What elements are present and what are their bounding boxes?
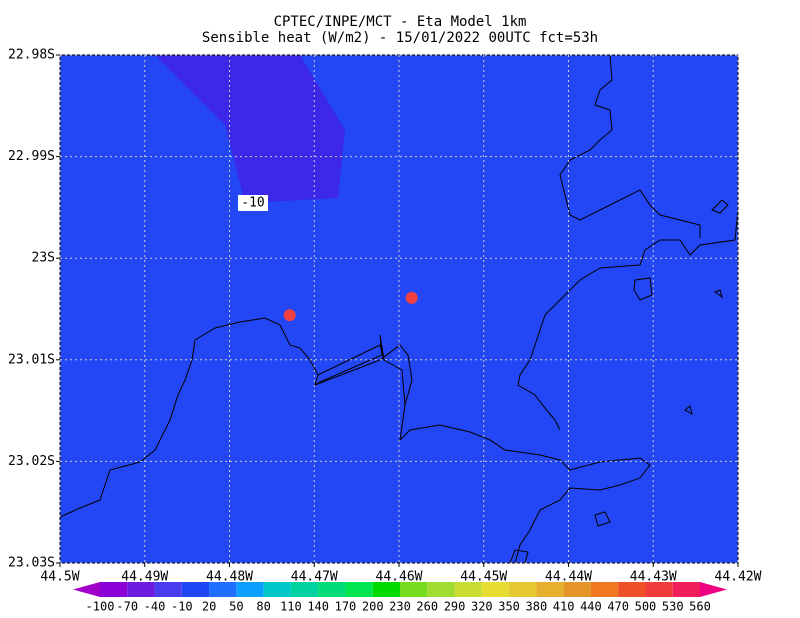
colorbar-box <box>618 582 646 597</box>
x-tick-label: 44.46W <box>376 570 423 585</box>
colorbar-label: 290 <box>444 600 466 614</box>
contour-label-box <box>238 195 268 211</box>
coastline <box>59 54 739 564</box>
station-marker <box>283 309 296 322</box>
colorbar-box <box>563 582 591 597</box>
colorbar-label: 260 <box>416 600 438 614</box>
colorbar-label: -40 <box>144 600 166 614</box>
colorbar-label: 530 <box>662 600 684 614</box>
map-background <box>60 55 738 563</box>
colorbar-label: 20 <box>202 600 216 614</box>
y-tick-label: 23S <box>32 251 55 266</box>
colorbar-label: 110 <box>280 600 302 614</box>
colorbar-label: 230 <box>389 600 411 614</box>
colorbar-box <box>236 582 264 597</box>
x-tick-label: 44.49W <box>121 570 168 585</box>
y-tick-label: 23.03S <box>8 556 55 571</box>
x-tick-label: 44.42W <box>715 570 762 585</box>
colorbar-label: 440 <box>580 600 602 614</box>
colorbar-label: 470 <box>607 600 629 614</box>
x-tick-label: 44.45W <box>460 570 507 585</box>
colorbar-label: -10 <box>171 600 193 614</box>
x-tick-label: 44.5W <box>40 570 79 585</box>
x-tick-label: 44.47W <box>291 570 338 585</box>
colorbar-label: 200 <box>362 600 384 614</box>
colorbar-box <box>318 582 346 597</box>
colorbar-label: 80 <box>256 600 270 614</box>
y-tick-label: 23.01S <box>8 352 55 367</box>
colorbar-box <box>400 582 428 597</box>
colorbar-label: 50 <box>229 600 243 614</box>
colorbar-box <box>100 582 128 597</box>
x-tick-label: 44.44W <box>545 570 592 585</box>
colorbar-box <box>454 582 482 597</box>
field-region <box>155 55 345 203</box>
contour-label: -10 <box>241 196 264 211</box>
colorbar-box <box>536 582 564 597</box>
title: CPTEC/INPE/MCT - Eta Model 1km <box>274 14 527 30</box>
colorbar-box <box>645 582 673 597</box>
colorbar-label: 500 <box>635 600 657 614</box>
colorbar-under <box>73 582 100 597</box>
colorbar-label: 410 <box>553 600 575 614</box>
colorbar-box <box>427 582 455 597</box>
colorbar-box <box>509 582 537 597</box>
subtitle: Sensible heat (W/m2) - 15/01/2022 00UTC … <box>202 30 598 46</box>
colorbar-label: 170 <box>335 600 357 614</box>
x-tick-label: 44.43W <box>630 570 677 585</box>
colorbar-over <box>700 582 727 597</box>
station-marker <box>405 291 418 304</box>
colorbar-box <box>181 582 210 597</box>
colorbar-box <box>481 582 510 597</box>
colorbar-box <box>263 582 291 597</box>
colorbar-box <box>154 582 182 597</box>
y-tick-label: 22.98S <box>8 48 55 63</box>
colorbar-box <box>372 582 400 597</box>
colorbar-box <box>290 582 319 597</box>
colorbar-box <box>672 582 700 597</box>
colorbar-box <box>345 582 373 597</box>
y-tick-label: 23.02S <box>8 454 55 469</box>
x-tick-label: 44.48W <box>206 570 253 585</box>
colorbar-label: 350 <box>498 600 520 614</box>
colorbar-label: 560 <box>689 600 711 614</box>
y-tick-label: 22.99S <box>8 149 55 164</box>
colorbar-label: 140 <box>307 600 329 614</box>
colorbar-box <box>590 582 619 597</box>
colorbar-label: -70 <box>116 600 138 614</box>
colorbar-label: 380 <box>526 600 548 614</box>
colorbar-box <box>209 582 237 597</box>
colorbar-label: 320 <box>471 600 493 614</box>
colorbar-box <box>127 582 155 597</box>
colorbar-label: -100 <box>86 600 115 614</box>
